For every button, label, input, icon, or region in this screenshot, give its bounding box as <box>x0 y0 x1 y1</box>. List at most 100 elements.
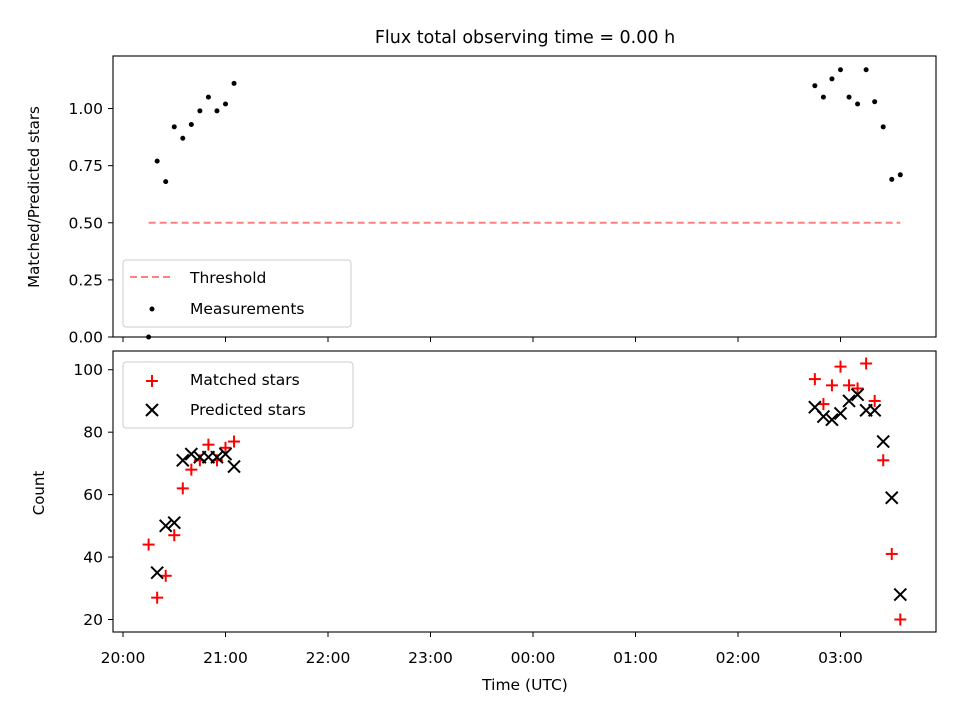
measurement-point <box>231 80 237 86</box>
predicted-star-point <box>816 409 831 424</box>
matched-star-point <box>825 379 838 392</box>
bottom-axes: 20 40 60 80 100 20:00 21:00 22:00 23:00 00:00 01:… <box>30 350 937 694</box>
matched-star-point <box>843 379 856 392</box>
predicted-star-point <box>176 453 190 467</box>
top-axes: 0.00 0.25 0.50 0.75 1.00 Matched/Predicted s… <box>25 55 937 347</box>
matched-star-point <box>159 569 172 582</box>
predicted-star-x-b <box>159 519 173 533</box>
bottom-legend-label-predicted: Predicted stars <box>190 401 306 419</box>
predicted-star-x-b <box>218 447 233 461</box>
top-axes-frame <box>112 55 937 338</box>
bottom-ytick-label: 60 <box>83 486 103 504</box>
matched-star-point <box>176 482 189 495</box>
measurement-point <box>214 108 220 114</box>
measurement-point <box>812 83 818 89</box>
top-yticks: 0.00 0.25 0.50 0.75 1.00 <box>68 100 113 347</box>
measurement-point <box>163 179 169 185</box>
matched-star-point <box>151 591 164 604</box>
bottom-legend: Matched stars Predicted stars <box>122 361 354 429</box>
predicted-star-x-b <box>227 459 241 474</box>
matched-star-point <box>894 613 907 626</box>
predicted-star-x-b <box>850 388 865 402</box>
predicted-star-point <box>218 447 233 461</box>
matched-star-point <box>885 547 898 560</box>
predicted-star-x-b <box>876 434 890 449</box>
predicted-star-point <box>825 412 839 427</box>
measurement-point <box>171 124 177 130</box>
measurement-point <box>863 67 869 73</box>
predicted-star-x-b <box>833 406 848 421</box>
bottom-xtick-label: 03:00 <box>818 649 863 667</box>
matched-legend-handle <box>146 375 158 387</box>
measurement-point <box>205 94 211 100</box>
matched-star-point <box>228 435 241 448</box>
predicted-star-point <box>167 516 181 530</box>
measurement-point <box>188 122 194 128</box>
top-legend: Threshold Measurements <box>122 259 352 328</box>
predicted-star-point <box>850 388 865 402</box>
top-legend-label-threshold: Threshold <box>189 269 266 287</box>
matched-star-point <box>868 394 881 407</box>
x-axis-label: Time (UTC) <box>481 676 568 694</box>
matched-star-point <box>834 360 847 373</box>
measurement-point <box>838 67 843 73</box>
predicted-star-x-b <box>167 516 181 530</box>
predicted-star-point <box>833 406 848 421</box>
predicted-star-point <box>159 519 173 533</box>
chart-title: Flux total observing time = 0.00 h <box>375 28 675 48</box>
bottom-xtick-label: 01:00 <box>613 649 658 667</box>
bottom-xticks: 20:00 21:00 22:00 23:00 00:00 01:00 02:00 03:00 <box>101 632 863 667</box>
matched-star-point <box>877 454 890 467</box>
bottom-yticks: 20 40 60 80 100 <box>73 361 113 629</box>
bottom-ytick-label: 40 <box>83 549 103 567</box>
measurement-point <box>180 135 186 141</box>
predicted-star-x-b <box>885 491 899 505</box>
predicted-star-x-b <box>184 447 199 461</box>
bottom-xtick-label: 20:00 <box>101 649 146 667</box>
predicted-star-x-b <box>808 400 822 414</box>
bottom-ytick-label: 20 <box>83 611 103 629</box>
predicted-star-x-b <box>816 409 831 424</box>
predicted-star-point <box>867 403 882 418</box>
predicted-star-x-b <box>867 403 882 418</box>
bottom-xtick-label: 00:00 <box>511 649 556 667</box>
matched-star-point <box>168 529 181 542</box>
predicted-star-x-b <box>150 565 164 580</box>
bottom-marks <box>142 357 907 626</box>
predicted-star-x-b <box>176 453 190 467</box>
predicted-star-x-b <box>842 394 856 408</box>
bottom-axes-frame <box>112 350 937 633</box>
measurement-point <box>855 101 861 107</box>
bottom-legend-box <box>122 361 354 429</box>
predicted-star-point <box>885 491 899 505</box>
top-legend-box <box>122 259 352 328</box>
top-xticks <box>122 337 841 342</box>
bottom-xtick-label: 23:00 <box>408 649 453 667</box>
top-legend-label-measurements: Measurements <box>190 300 305 318</box>
top-ytick-label: 0.00 <box>68 329 103 347</box>
bottom-xtick-label: 02:00 <box>716 649 761 667</box>
bottom-ylabel: Count <box>30 471 48 516</box>
bottom-legend-label-matched: Matched stars <box>190 371 300 389</box>
measurement-point <box>872 99 878 105</box>
predicted-star-point <box>842 394 856 408</box>
predicted-star-x-b <box>825 412 839 427</box>
matched-star-point <box>219 441 232 454</box>
measurement-point <box>880 124 886 130</box>
predicted-star-x-b <box>893 587 907 602</box>
matched-star-point <box>860 357 873 370</box>
predicted-star-point <box>876 434 890 449</box>
matched-star-point <box>185 463 198 476</box>
top-ytick-label: 0.50 <box>68 214 103 232</box>
bottom-ytick-label: 100 <box>73 361 103 379</box>
measurement-point <box>820 94 826 100</box>
measurement-point <box>154 158 160 164</box>
bottom-ytick-label: 80 <box>83 424 103 442</box>
predicted-star-point <box>227 459 241 474</box>
matched-star-point <box>808 373 821 386</box>
measurement-point <box>223 101 228 107</box>
top-ylabel: Matched/Predicted stars <box>25 106 43 288</box>
measurements-legend-handle <box>149 306 155 312</box>
measurement-point <box>829 76 835 82</box>
top-ytick-label: 0.25 <box>68 271 103 289</box>
